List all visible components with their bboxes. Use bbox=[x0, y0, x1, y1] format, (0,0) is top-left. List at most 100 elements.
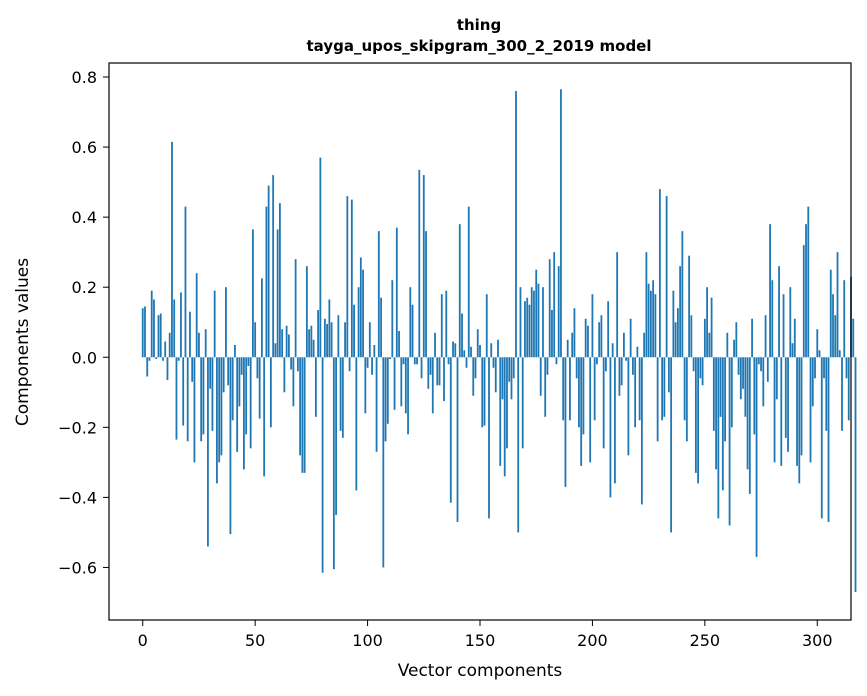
bar-25 bbox=[198, 332, 200, 358]
y-tick-label: 0.8 bbox=[72, 68, 97, 87]
bar-65 bbox=[287, 334, 290, 358]
bar-100 bbox=[366, 357, 369, 368]
bar-175 bbox=[535, 269, 538, 358]
bar-32 bbox=[213, 290, 216, 358]
bar-264 bbox=[735, 322, 738, 358]
bar-313 bbox=[845, 357, 848, 379]
bar-78 bbox=[317, 309, 320, 358]
bar-26 bbox=[200, 357, 203, 442]
bar-215 bbox=[625, 357, 628, 361]
bar-82 bbox=[326, 323, 328, 358]
bar-257 bbox=[719, 357, 722, 417]
bar-31 bbox=[211, 357, 214, 431]
bar-221 bbox=[638, 357, 641, 421]
bar-286 bbox=[784, 357, 787, 438]
bar-223 bbox=[643, 332, 646, 358]
bar-225 bbox=[647, 283, 650, 358]
bar-93 bbox=[350, 199, 353, 358]
bar-296 bbox=[807, 206, 810, 358]
bar-259 bbox=[724, 357, 726, 442]
bar-156 bbox=[492, 357, 495, 368]
bar-29 bbox=[207, 357, 209, 547]
bar-203 bbox=[598, 322, 601, 358]
bar-135 bbox=[445, 290, 448, 358]
bar-124 bbox=[420, 357, 423, 379]
bar-180 bbox=[546, 357, 549, 375]
bar-61 bbox=[278, 203, 281, 358]
bar-317 bbox=[854, 357, 857, 592]
bar-169 bbox=[521, 357, 524, 449]
bar-155 bbox=[490, 343, 493, 358]
bar-254 bbox=[712, 357, 715, 431]
bar-198 bbox=[587, 325, 589, 358]
bar-64 bbox=[285, 325, 288, 358]
bar-291 bbox=[796, 357, 798, 466]
y-tick-label: 0.4 bbox=[72, 208, 97, 227]
bar-1 bbox=[144, 306, 146, 358]
y-tick-label: −0.6 bbox=[58, 558, 97, 577]
y-tick-label: −0.2 bbox=[58, 418, 97, 437]
bar-37 bbox=[225, 287, 227, 358]
bar-49 bbox=[252, 229, 254, 358]
bar-216 bbox=[627, 357, 630, 456]
bar-301 bbox=[818, 350, 821, 358]
bar-80 bbox=[321, 357, 324, 573]
bar-60 bbox=[276, 229, 279, 358]
bar-247 bbox=[697, 357, 699, 484]
bar-265 bbox=[737, 357, 740, 375]
plot-area-frame bbox=[108, 62, 852, 621]
bar-299 bbox=[814, 357, 816, 379]
bar-241 bbox=[683, 357, 686, 421]
bar-316 bbox=[852, 318, 855, 358]
bar-288 bbox=[789, 287, 792, 358]
bar-151 bbox=[481, 357, 484, 428]
bar-143 bbox=[463, 350, 466, 358]
bar-218 bbox=[632, 357, 634, 375]
bar-99 bbox=[364, 357, 367, 414]
bar-51 bbox=[256, 357, 259, 379]
bar-157 bbox=[494, 357, 497, 393]
bar-182 bbox=[551, 309, 553, 358]
bar-208 bbox=[609, 357, 612, 498]
bar-246 bbox=[694, 357, 697, 473]
bar-251 bbox=[706, 287, 708, 358]
bar-101 bbox=[368, 322, 371, 358]
bar-58 bbox=[272, 175, 275, 358]
y-tick-label: −0.4 bbox=[58, 488, 97, 507]
bar-232 bbox=[663, 357, 666, 417]
bar-106 bbox=[380, 297, 382, 358]
x-tick-label: 200 bbox=[577, 631, 608, 650]
bar-17 bbox=[180, 292, 182, 358]
bar-36 bbox=[222, 357, 225, 393]
bar-173 bbox=[530, 287, 533, 358]
bar-116 bbox=[402, 357, 405, 365]
bar-237 bbox=[674, 322, 677, 358]
bar-159 bbox=[499, 357, 502, 466]
x-tick-label: 150 bbox=[465, 631, 496, 650]
bar-136 bbox=[447, 357, 450, 365]
bar-15 bbox=[175, 357, 178, 440]
bar-312 bbox=[843, 280, 846, 358]
bar-230 bbox=[658, 189, 661, 358]
bar-268 bbox=[744, 357, 747, 417]
bar-294 bbox=[802, 245, 805, 358]
bar-2 bbox=[146, 357, 149, 377]
bar-248 bbox=[699, 357, 702, 379]
bar-35 bbox=[220, 357, 223, 456]
bar-119 bbox=[409, 287, 412, 358]
x-tick-label: 100 bbox=[352, 631, 383, 650]
bar-240 bbox=[681, 231, 684, 358]
bar-138 bbox=[452, 341, 454, 358]
bar-190 bbox=[569, 357, 571, 421]
bar-63 bbox=[283, 357, 286, 393]
bar-85 bbox=[332, 357, 335, 570]
bar-57 bbox=[269, 357, 272, 428]
y-axis-ticks: −0.6 −0.4 −0.2 0.0 0.2 0.4 0.6 0.8 bbox=[58, 68, 109, 577]
bar-48 bbox=[249, 357, 252, 449]
bar-73 bbox=[305, 266, 308, 358]
bar-6 bbox=[155, 357, 158, 360]
bar-250 bbox=[703, 318, 706, 358]
bar-133 bbox=[440, 294, 443, 358]
bar-13 bbox=[171, 141, 173, 358]
bar-149 bbox=[476, 329, 479, 358]
